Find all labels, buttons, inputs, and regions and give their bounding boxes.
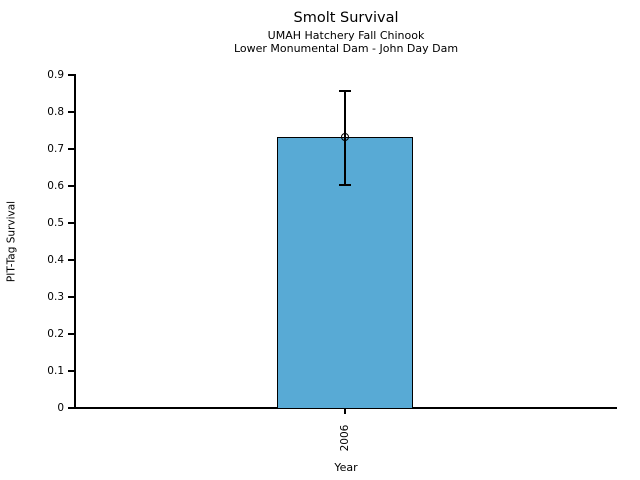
y-tick-label: 0.7	[47, 142, 64, 155]
y-tick	[68, 259, 75, 261]
y-tick	[68, 333, 75, 335]
x-tick-2006	[344, 408, 346, 414]
chart-subtitle-line2: Lower Monumental Dam - John Day Dam	[233, 42, 459, 55]
error-bar-cap-top	[339, 90, 351, 92]
y-tick-label: 0.8	[47, 105, 64, 118]
data-point-marker-icon	[341, 133, 349, 142]
y-tick	[68, 111, 75, 113]
y-tick	[68, 185, 75, 187]
y-tick-label: 0	[57, 401, 64, 414]
chart-title: Smolt Survival	[293, 10, 399, 26]
error-bar-cap-bottom	[339, 184, 351, 186]
y-tick-label: 0.5	[47, 216, 64, 229]
x-tick-label-2006: 2006	[339, 424, 351, 452]
y-tick-label: 0.4	[47, 253, 64, 266]
y-tick	[68, 148, 75, 150]
y-tick-label: 0.6	[47, 179, 64, 192]
y-tick	[68, 296, 75, 298]
x-axis-title: Year	[334, 461, 358, 474]
y-tick	[68, 222, 75, 224]
y-tick-label: 0.9	[47, 68, 64, 81]
y-tick-label: 0.3	[47, 290, 64, 303]
y-tick-label: 0.1	[47, 364, 64, 377]
y-axis-title: PIT-Tag Survival	[5, 200, 18, 283]
y-tick	[68, 407, 75, 409]
y-axis-line	[74, 74, 76, 409]
y-tick-label: 0.2	[47, 327, 64, 340]
y-tick	[68, 370, 75, 372]
chart-subtitle-line1: UMAH Hatchery Fall Chinook	[267, 29, 425, 42]
y-tick	[68, 74, 75, 76]
